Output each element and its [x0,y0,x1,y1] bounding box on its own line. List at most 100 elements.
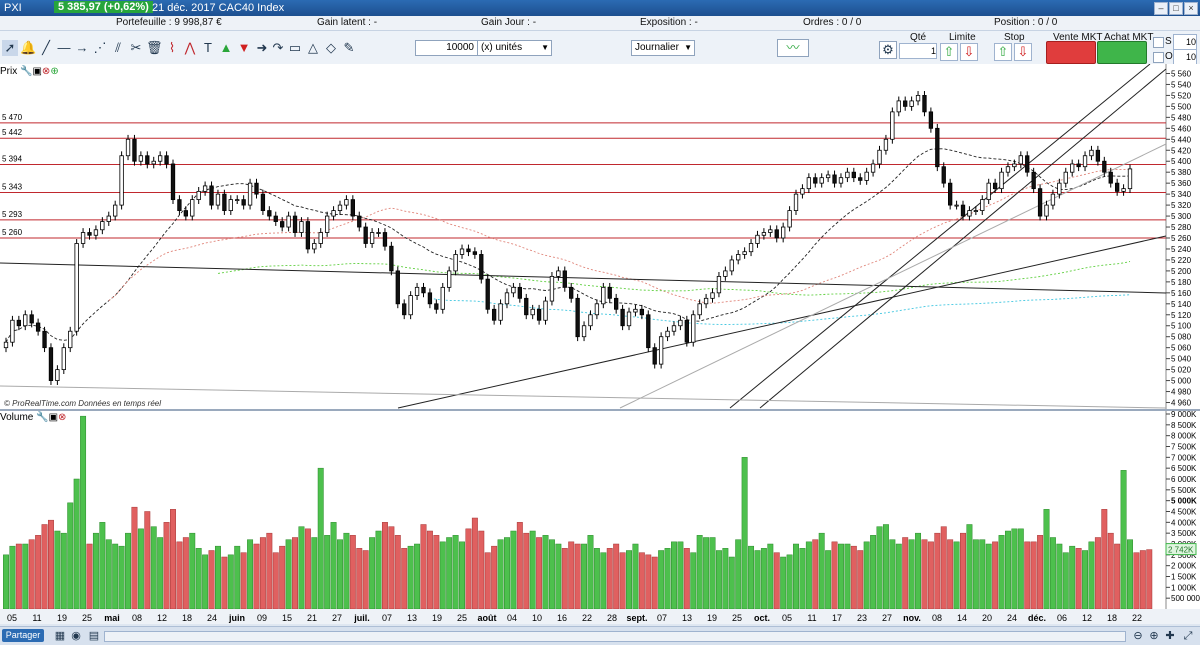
volume-bar-down [433,535,440,610]
candle-up [890,111,895,140]
quantity-input[interactable]: 10000 [415,40,479,56]
s-checkbox[interactable] [1153,37,1164,48]
volume-bar-down [356,548,363,610]
grid-icon[interactable]: ▤ [88,630,100,642]
volume-bar-up [324,535,331,610]
add-indicator-icon[interactable]: ⊕ [50,66,59,77]
volume-bar-up [863,541,870,610]
price-tick-label: 5 440 [1171,135,1192,144]
cursor-icon[interactable]: ✚ [1165,630,1175,642]
chart-type-icon[interactable]: 〰 [777,39,809,57]
pattern-icon[interactable]: ⋀ [184,40,196,55]
zoom-in-icon[interactable]: ⊕ [1149,630,1159,642]
triangle-icon[interactable]: △ [308,40,318,55]
order-panel: ⚙ Qté 1 Limite ⇧ ⇩ Stop ⇧ ⇩ Vente MKT Ac… [873,31,1198,65]
date-tick-label: 15 [282,613,292,623]
price-tick-label: 5 360 [1171,179,1192,188]
volume-axis-bg[interactable] [1166,411,1200,609]
curve-icon[interactable]: ↷ [272,40,284,55]
buy-arrow-icon[interactable]: ▲ [219,40,233,55]
tools-icon[interactable]: ✂ [130,40,142,55]
trendline-icon[interactable]: ╱ [42,40,50,55]
alert-bell-icon[interactable]: 🔔 [20,40,37,55]
volume-bars [3,415,1153,610]
close-panel-icon[interactable]: ⊗ [58,412,67,423]
limit-buy-icon[interactable]: ⇧ [940,43,958,61]
fit-icon[interactable]: ⤢ [1183,630,1193,642]
date-tick-label: 19 [432,613,442,623]
minimize-icon[interactable]: – [1154,2,1168,15]
time-scrollbar[interactable] [104,631,1126,642]
unit-select[interactable]: (x) unités ▼ [477,40,552,56]
close-panel-icon[interactable]: ⊗ [41,66,51,77]
period-select[interactable]: Journalier ▼ [631,40,695,56]
wrench-icon[interactable]: ⚙ [879,41,897,59]
candle-down [132,138,137,162]
volume-bar-up [504,537,510,610]
candle-down [421,286,426,294]
channel-icon[interactable]: ⫽ [115,40,121,55]
volume-bar-down [921,539,928,610]
right-arrow-icon[interactable]: ➜ [256,40,268,55]
candle-down [960,204,966,217]
stop-buy-icon[interactable]: ⇧ [994,43,1012,61]
wrench-icon[interactable]: 🔧 [20,66,33,77]
candle-up [806,177,812,190]
date-tick-label: 13 [407,613,417,623]
text-icon[interactable]: T [204,40,212,55]
candle-down [575,297,580,338]
volume-bar-down [645,554,652,610]
level-label: 5 293 [2,210,23,219]
trash-icon[interactable]: 🗑 [146,40,163,55]
pointer-icon[interactable]: ➚ [2,40,18,56]
candle-down [389,245,394,272]
price-panel-bg[interactable] [0,64,1166,409]
price-tick-label: 5 060 [1171,344,1192,353]
candle-down [48,347,54,381]
close-icon[interactable]: × [1184,2,1198,15]
volume-bar-down [208,550,215,610]
volume-bar-down [266,532,273,610]
buy-market-button[interactable] [1097,41,1147,64]
candle-up [1012,163,1017,168]
price-axis-bg[interactable] [1166,64,1200,409]
fibonacci-icon[interactable]: ⋰ [93,40,107,55]
arrow-line-icon[interactable]: → [75,40,89,55]
sell-arrow-icon[interactable]: ▼ [237,40,251,55]
maximize-icon[interactable]: □ [1169,2,1183,15]
layout-icon[interactable]: ▦ [54,630,66,642]
horizontal-line-icon[interactable]: — [57,40,71,55]
limit-sell-icon[interactable]: ⇩ [960,43,978,61]
o-value-input[interactable]: 10 [1173,49,1197,65]
candle-down [427,292,433,305]
chart-area[interactable]: 5 470 5 442 5 394 5 343 5 293 5 260 5 560 5 54… [0,64,1200,624]
volume-bar-up [626,550,632,610]
pen-icon[interactable]: ✎ [343,40,355,55]
symbol-label[interactable]: PXI [4,2,22,14]
rectangle-icon[interactable]: ▭ [288,40,302,55]
o-checkbox[interactable] [1153,52,1164,63]
candle-up [125,138,131,157]
candle-up [781,226,786,239]
zigzag-icon[interactable]: ⌇ [168,40,176,55]
zoom-out-icon[interactable]: ⊖ [1133,630,1143,642]
window-icon[interactable]: ▣ [48,412,59,423]
position-count[interactable]: Position : 0 / 0 [994,17,1058,28]
orders-count[interactable]: Ordres : 0 / 0 [803,17,862,28]
ellipse-icon[interactable]: ◇ [326,40,336,55]
volume-bar-up [125,532,131,610]
camera-icon[interactable]: ◉ [71,630,81,642]
volume-bar-down [934,532,941,610]
window-icon[interactable]: ▣ [32,66,42,77]
share-button[interactable]: Partager [2,629,44,642]
sell-market-button[interactable] [1046,41,1096,64]
stop-sell-icon[interactable]: ⇩ [1014,43,1032,61]
order-quantity-input[interactable]: 1 [899,43,937,59]
candle-down [87,232,92,236]
wrench-icon[interactable]: 🔧 [36,412,49,423]
candle-up [202,185,208,192]
volume-bar-down [259,537,266,610]
volume-bar-up [317,467,324,610]
s-value-input[interactable]: 10 [1173,34,1197,50]
candle-up [594,303,600,316]
